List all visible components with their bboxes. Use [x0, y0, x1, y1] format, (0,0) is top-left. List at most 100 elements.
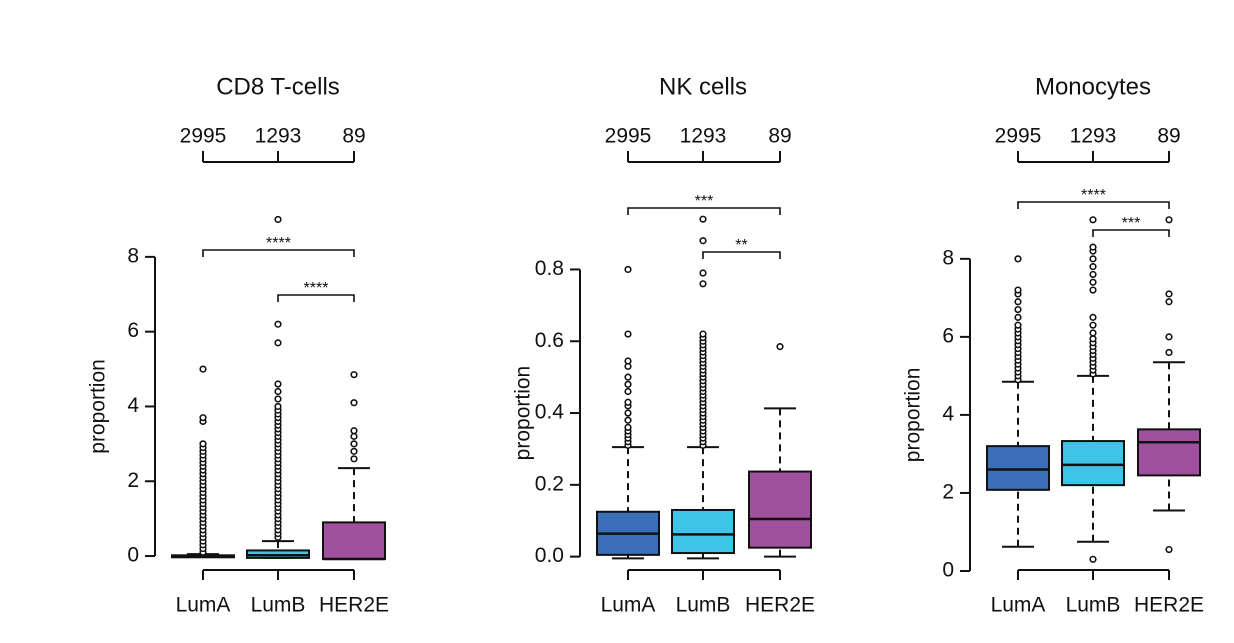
count-label: 89: [342, 125, 365, 148]
y-tick-label: 0.4: [535, 401, 565, 424]
y-axis-label: proportion: [87, 359, 110, 454]
outlier: [1165, 348, 1173, 357]
count-label: 89: [1157, 125, 1180, 148]
outlier: [350, 432, 358, 440]
outlier: [699, 237, 707, 245]
outlier: [1089, 321, 1097, 329]
outlier: [274, 387, 282, 396]
outlier: [350, 447, 358, 455]
significance-label: **: [735, 237, 747, 254]
outlier: [624, 265, 632, 274]
outlier: [274, 395, 282, 403]
significance-bracket: [1017, 201, 1170, 209]
y-tick-label: 0.8: [535, 257, 564, 280]
chart-title: CD8 T-cells: [216, 73, 340, 100]
outlier: [624, 357, 632, 365]
y-tick-label: 0.6: [535, 329, 564, 352]
box: [748, 470, 812, 549]
outlier: [1165, 290, 1173, 298]
x-tick-label: LumB: [251, 594, 306, 617]
x-tick-label: LumB: [676, 594, 731, 617]
outlier: [1014, 321, 1022, 329]
y-tick-label: 4: [127, 394, 139, 417]
significance-label: ***: [1122, 215, 1141, 232]
outlier: [1165, 298, 1173, 306]
y-tick-label: 0.2: [535, 472, 564, 495]
outlier: [624, 387, 632, 396]
y-axis-label: proportion: [512, 366, 535, 461]
outlier: [274, 320, 282, 328]
outlier: [624, 416, 632, 424]
box: [322, 521, 386, 561]
outlier: [624, 380, 632, 388]
count-label: 1293: [255, 125, 302, 148]
box: [986, 445, 1050, 491]
x-tick-label: HER2E: [319, 594, 389, 617]
chart-title: NK cells: [659, 73, 747, 100]
outlier: [274, 380, 282, 388]
count-label: 2995: [995, 125, 1042, 148]
significance-bracket: [277, 294, 355, 302]
y-tick-label: 0.0: [535, 544, 564, 567]
x-tick-label: LumA: [601, 594, 656, 617]
outlier: [699, 269, 707, 277]
outlier: [350, 371, 358, 379]
y-tick-label: 6: [127, 319, 139, 342]
y-axis-label: proportion: [902, 368, 925, 463]
count-label: 1293: [1070, 125, 1117, 148]
outlier: [1089, 555, 1097, 563]
outlier: [274, 339, 282, 347]
x-tick-label: HER2E: [1134, 594, 1204, 617]
outlier: [1089, 286, 1097, 294]
y-tick-label: 2: [127, 469, 139, 492]
x-tick-label: HER2E: [745, 594, 815, 617]
outlier: [1089, 243, 1097, 251]
outlier: [1089, 263, 1097, 271]
outlier: [1089, 270, 1097, 279]
outlier: [350, 399, 358, 407]
box: [671, 508, 735, 555]
count-label: 89: [768, 125, 791, 148]
outlier: [699, 330, 707, 338]
count-label: 2995: [180, 125, 227, 148]
outlier: [624, 373, 632, 381]
significance-bracket: [1092, 229, 1170, 237]
outlier: [624, 423, 632, 432]
significance-bracket: [202, 249, 355, 257]
y-tick-label: 2: [942, 481, 954, 504]
y-tick-label: 0: [127, 544, 139, 567]
significance-label: ****: [266, 235, 291, 252]
outlier: [699, 280, 707, 288]
outlier: [1089, 313, 1097, 321]
box: [1137, 428, 1201, 477]
outlier: [199, 440, 207, 448]
y-tick-label: 8: [942, 246, 954, 269]
outlier: [1089, 335, 1097, 343]
outlier: [350, 440, 358, 448]
outlier: [624, 398, 632, 406]
x-tick-label: LumB: [1066, 594, 1121, 617]
y-tick-label: 8: [127, 244, 139, 267]
outlier: [1165, 545, 1173, 554]
significance-label: ***: [695, 193, 714, 210]
x-tick-label: LumA: [991, 594, 1046, 617]
outlier: [776, 343, 784, 351]
outlier: [1165, 216, 1173, 224]
count-label: 1293: [680, 125, 727, 148]
outlier: [199, 414, 207, 422]
chart-title: Monocytes: [1035, 73, 1151, 100]
y-tick-label: 0: [942, 559, 954, 582]
significance-bracket: [627, 207, 781, 215]
outlier: [624, 330, 632, 338]
outlier: [1014, 305, 1022, 314]
outlier: [350, 455, 358, 463]
outlier: [699, 215, 707, 223]
outlier: [274, 402, 282, 411]
significance-bracket: [702, 251, 781, 259]
outlier: [1014, 255, 1022, 263]
outlier: [1014, 286, 1022, 294]
outlier: [1089, 329, 1097, 337]
significance-label: ****: [1081, 187, 1106, 204]
outlier: [350, 427, 358, 435]
